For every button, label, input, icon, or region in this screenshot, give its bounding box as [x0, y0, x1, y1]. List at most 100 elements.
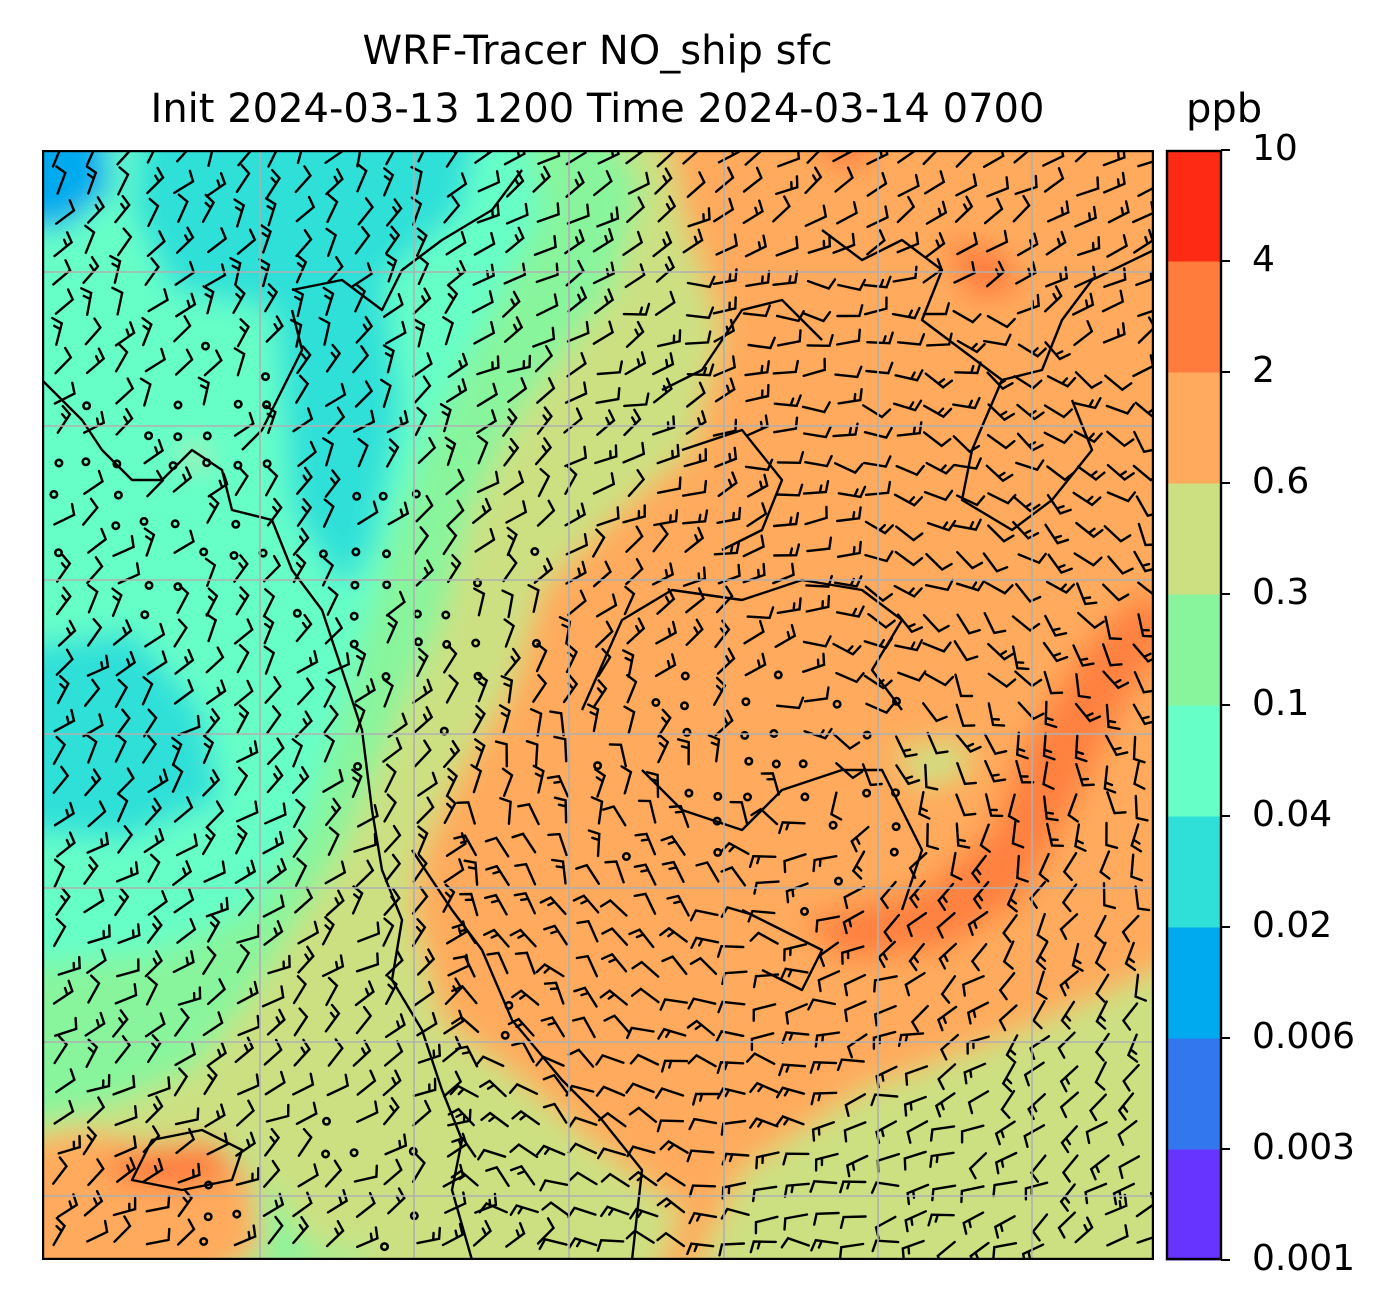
wind-barb — [688, 1211, 718, 1225]
calm-wind-marker — [54, 548, 64, 558]
wind-barb — [503, 470, 525, 496]
wind-barb — [542, 1102, 568, 1124]
wind-barb — [357, 437, 369, 468]
wind-barb — [926, 822, 940, 851]
calm-wind-marker — [773, 670, 783, 680]
wind-barb — [1059, 1091, 1079, 1119]
wind-barb — [385, 949, 404, 977]
wind-barb — [1043, 167, 1065, 193]
wind-barb — [809, 1060, 838, 1074]
wind-barb — [443, 1009, 465, 1035]
wind-barb — [567, 1206, 597, 1219]
wind-barb — [477, 1148, 507, 1161]
wind-barb — [387, 501, 410, 526]
calm-wind-marker — [381, 671, 391, 681]
calm-wind-marker — [82, 401, 92, 411]
wind-barb — [173, 796, 194, 823]
wind-barb — [535, 962, 565, 978]
wind-barb — [52, 765, 70, 794]
colorbar-tick-label: 0.006 — [1252, 1016, 1356, 1057]
wind-barb — [500, 675, 514, 704]
wind-barb — [205, 587, 219, 617]
wind-barb — [546, 774, 569, 798]
wind-barb — [235, 164, 251, 193]
wind-barb — [266, 705, 282, 734]
wind-barb — [806, 278, 837, 290]
wind-barb — [783, 853, 807, 874]
wind-barb — [785, 1003, 808, 1025]
wind-barb — [714, 377, 736, 403]
wind-barb — [382, 737, 403, 763]
calm-wind-marker — [771, 759, 781, 769]
wind-barb — [82, 256, 100, 284]
wind-barb — [893, 493, 924, 507]
calm-wind-marker — [321, 1116, 331, 1126]
wind-barb — [535, 642, 548, 673]
wind-barb — [936, 1240, 956, 1260]
wind-barb — [960, 1185, 985, 1204]
wind-barb — [595, 1085, 626, 1097]
wind-barb — [83, 856, 99, 885]
wind-barb — [171, 763, 184, 793]
wind-barb — [412, 1077, 437, 1097]
wind-barb — [1015, 731, 1029, 760]
wind-barb — [55, 887, 71, 916]
wind-barb — [956, 762, 977, 786]
wind-barb — [326, 193, 339, 223]
wind-barb — [746, 1052, 776, 1065]
calm-wind-marker — [713, 847, 723, 857]
wind-barb — [174, 648, 195, 675]
wind-barb — [233, 1224, 257, 1247]
wind-barb — [998, 1004, 1018, 1032]
wind-barb — [836, 540, 862, 558]
wind-barb — [205, 172, 227, 198]
wind-barb — [451, 984, 478, 1005]
wind-barb — [776, 329, 802, 347]
wind-barb — [417, 771, 438, 797]
wind-barb — [82, 497, 99, 526]
wind-barb — [449, 1084, 479, 1098]
wind-barb — [534, 437, 553, 466]
wind-barb — [567, 1142, 597, 1155]
wind-barb — [985, 229, 1009, 253]
calm-wind-marker — [201, 341, 211, 351]
wind-barb — [715, 1030, 745, 1043]
wind-barb — [566, 352, 587, 378]
wind-barb — [1072, 397, 1102, 410]
wind-barb — [622, 230, 644, 256]
wind-barb — [146, 650, 168, 676]
wind-barb — [778, 821, 806, 835]
wind-barb — [866, 205, 889, 228]
wind-barb — [687, 207, 711, 228]
wind-barb — [994, 1120, 1016, 1146]
calm-wind-marker — [621, 851, 631, 861]
wind-barb — [653, 509, 679, 527]
wind-barb — [1103, 525, 1132, 543]
calm-wind-marker — [262, 459, 272, 469]
wind-barb — [659, 926, 688, 943]
wind-barb — [660, 835, 686, 856]
wind-barb — [592, 472, 616, 495]
wind-barb — [416, 227, 428, 257]
wind-barb — [84, 768, 102, 797]
wind-barb — [1059, 913, 1079, 941]
wind-barb — [267, 954, 291, 975]
wind-barb — [812, 855, 838, 873]
wind-barb — [354, 283, 367, 313]
wind-barb — [86, 831, 110, 854]
wind-barb — [1047, 200, 1070, 223]
wind-barb — [505, 226, 525, 254]
wind-barb — [637, 799, 657, 824]
wind-barb — [661, 860, 685, 883]
wind-barb — [382, 917, 395, 947]
calm-wind-marker — [144, 431, 154, 441]
wind-barb — [325, 343, 342, 373]
wind-barb — [385, 590, 406, 617]
wind-barb — [177, 1162, 201, 1184]
wind-barb — [206, 494, 220, 524]
wind-barb — [233, 347, 246, 377]
wind-barb — [173, 169, 195, 195]
wind-barb — [472, 1219, 492, 1247]
wind-barb — [713, 197, 735, 223]
wind-barb — [565, 259, 585, 287]
